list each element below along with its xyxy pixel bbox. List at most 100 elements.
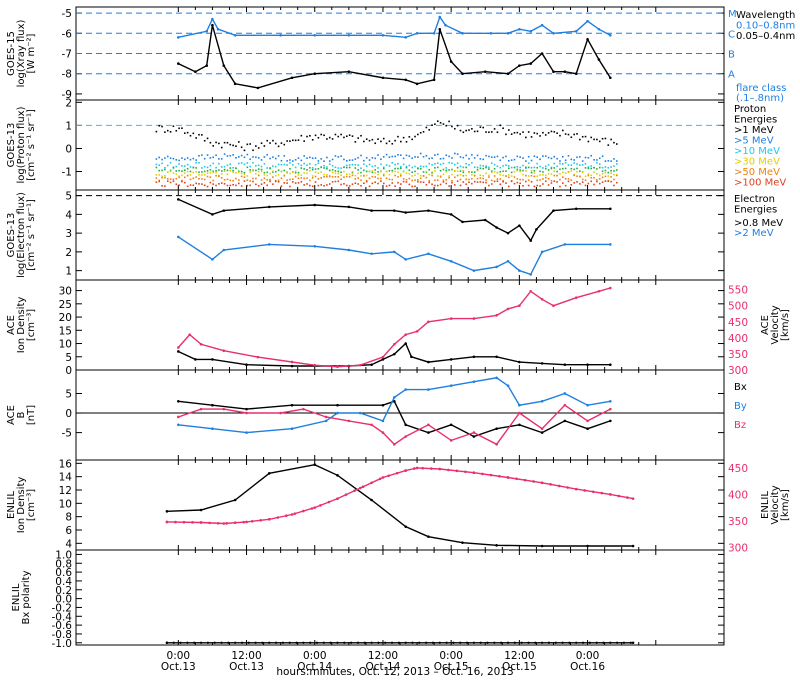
data-point [525,174,527,177]
data-point [328,174,331,177]
data-point [451,125,453,128]
data-point [607,180,610,182]
data-point [360,154,362,157]
data-point [613,173,615,176]
data-point [209,169,212,171]
data-point [522,131,524,133]
data-point [553,155,556,158]
data-point [272,176,274,178]
data-point [604,137,607,140]
data-point [567,155,570,157]
data-point [164,175,166,177]
data-point [374,169,377,171]
data-point [415,330,419,333]
data-point [544,155,547,157]
polarity-marker [384,641,387,644]
data-point [238,171,240,174]
data-point [269,180,271,183]
data-point [351,163,354,166]
data-point [215,141,217,144]
data-point [417,167,419,170]
data-point [195,137,197,139]
data-point [354,182,357,184]
data-point [252,161,254,164]
data-point [562,182,564,184]
data-point [593,171,595,173]
data-point [559,162,561,165]
data-point [461,541,464,544]
velocity-marker [566,486,569,489]
data-point [596,138,598,141]
data-point [391,142,394,145]
velocity-marker [583,489,587,492]
data-point [573,162,575,164]
data-point [510,133,513,135]
data-point [303,155,305,157]
data-point [468,181,470,184]
data-point [286,172,288,174]
data-point [432,78,436,82]
data-point [186,170,189,173]
data-point [371,175,374,178]
data-point [211,23,214,27]
data-point [428,157,431,160]
data-point [402,171,405,173]
data-point [468,163,470,166]
data-point [195,171,197,173]
data-point [337,170,340,173]
velocity-marker [199,521,203,524]
data-point [274,142,277,145]
data-point [476,177,479,180]
data-point [579,155,581,158]
data-point [631,641,635,644]
series-line-red [178,404,611,446]
data-point [192,157,195,160]
data-point [195,161,197,164]
data-point [374,157,377,160]
data-point [518,411,521,415]
data-point [510,166,513,169]
data-point [260,159,263,161]
y-tick-label: 4 [65,209,72,221]
polarity-marker [268,641,271,644]
data-point [570,183,573,186]
data-point [570,164,573,166]
plot-area [177,376,612,446]
data-point [172,172,175,174]
polarity-marker [629,641,632,644]
data-point [459,184,462,187]
data-point [175,129,178,132]
data-point [155,163,158,166]
x-tick-date: Oct.14 [366,661,401,673]
data-point [570,179,573,181]
data-point [215,171,217,174]
polarity-marker [411,641,414,644]
data-point [544,176,547,179]
data-point [358,363,362,367]
data-point [613,141,615,144]
data-point [567,164,570,166]
data-point [404,435,407,438]
data-point [451,168,453,171]
velocity-marker [353,489,356,493]
data-point [289,167,291,170]
right-y-tick-label: 450 [728,463,748,475]
data-point [544,134,547,136]
data-point [363,169,365,172]
polarity-marker [547,641,551,644]
data-point [613,165,615,167]
data-point [556,174,558,177]
data-point [564,133,567,135]
data-point [482,167,485,170]
data-point [252,177,254,180]
data-point [380,140,382,143]
data-point [172,167,175,169]
y-axis-title-line: [cm⁻² s⁻¹ sr⁻¹] [26,199,37,271]
data-point [436,175,439,177]
data-point [490,179,493,182]
velocity-marker [617,494,621,498]
data-point [495,314,498,317]
data-point [328,175,331,178]
data-point [408,169,411,172]
series-line-red [166,467,634,525]
